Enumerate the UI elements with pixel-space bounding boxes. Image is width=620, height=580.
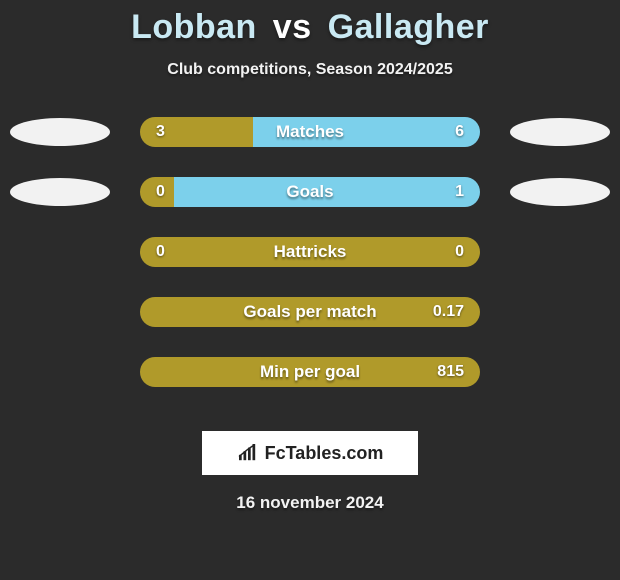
- player1-badge: [10, 178, 110, 206]
- title-vs: vs: [273, 8, 312, 46]
- date-text: 16 november 2024: [0, 493, 620, 513]
- stat-value-player2: 815: [437, 357, 464, 387]
- stat-row: 0.17Goals per match: [0, 297, 620, 343]
- stat-bar: 815Min per goal: [140, 357, 480, 387]
- stat-bar-player1: [140, 357, 480, 387]
- player2-badge: [510, 178, 610, 206]
- stat-bar: 36Matches: [140, 117, 480, 147]
- logo-text: FcTables.com: [265, 443, 384, 464]
- stat-value-player2: 0.17: [433, 297, 464, 327]
- stat-bar: 00Hattricks: [140, 237, 480, 267]
- stat-bar-player2: [253, 117, 480, 147]
- logo-box: FcTables.com: [202, 431, 418, 475]
- stat-value-player1: 0: [156, 237, 165, 267]
- player2-badge: [510, 118, 610, 146]
- page-title: Lobban vs Gallagher: [0, 0, 620, 47]
- stat-value-player2: 1: [455, 177, 464, 207]
- stat-value-player1: 0: [156, 177, 165, 207]
- stat-bar: 01Goals: [140, 177, 480, 207]
- stats-container: 36Matches01Goals00Hattricks0.17Goals per…: [0, 117, 620, 403]
- stat-row: 01Goals: [0, 177, 620, 223]
- stat-row: 36Matches: [0, 117, 620, 163]
- stat-bar-player1: [140, 237, 480, 267]
- player1-badge: [10, 118, 110, 146]
- stat-value-player1: 3: [156, 117, 165, 147]
- subtitle: Club competitions, Season 2024/2025: [0, 61, 620, 79]
- stat-value-player2: 6: [455, 117, 464, 147]
- chart-icon: [237, 444, 259, 462]
- stat-row: 00Hattricks: [0, 237, 620, 283]
- stat-bar-player1: [140, 297, 480, 327]
- stat-value-player2: 0: [455, 237, 464, 267]
- stat-bar: 0.17Goals per match: [140, 297, 480, 327]
- title-player1: Lobban: [131, 8, 257, 46]
- title-player2: Gallagher: [328, 8, 489, 46]
- stat-row: 815Min per goal: [0, 357, 620, 403]
- stat-bar-player2: [174, 177, 480, 207]
